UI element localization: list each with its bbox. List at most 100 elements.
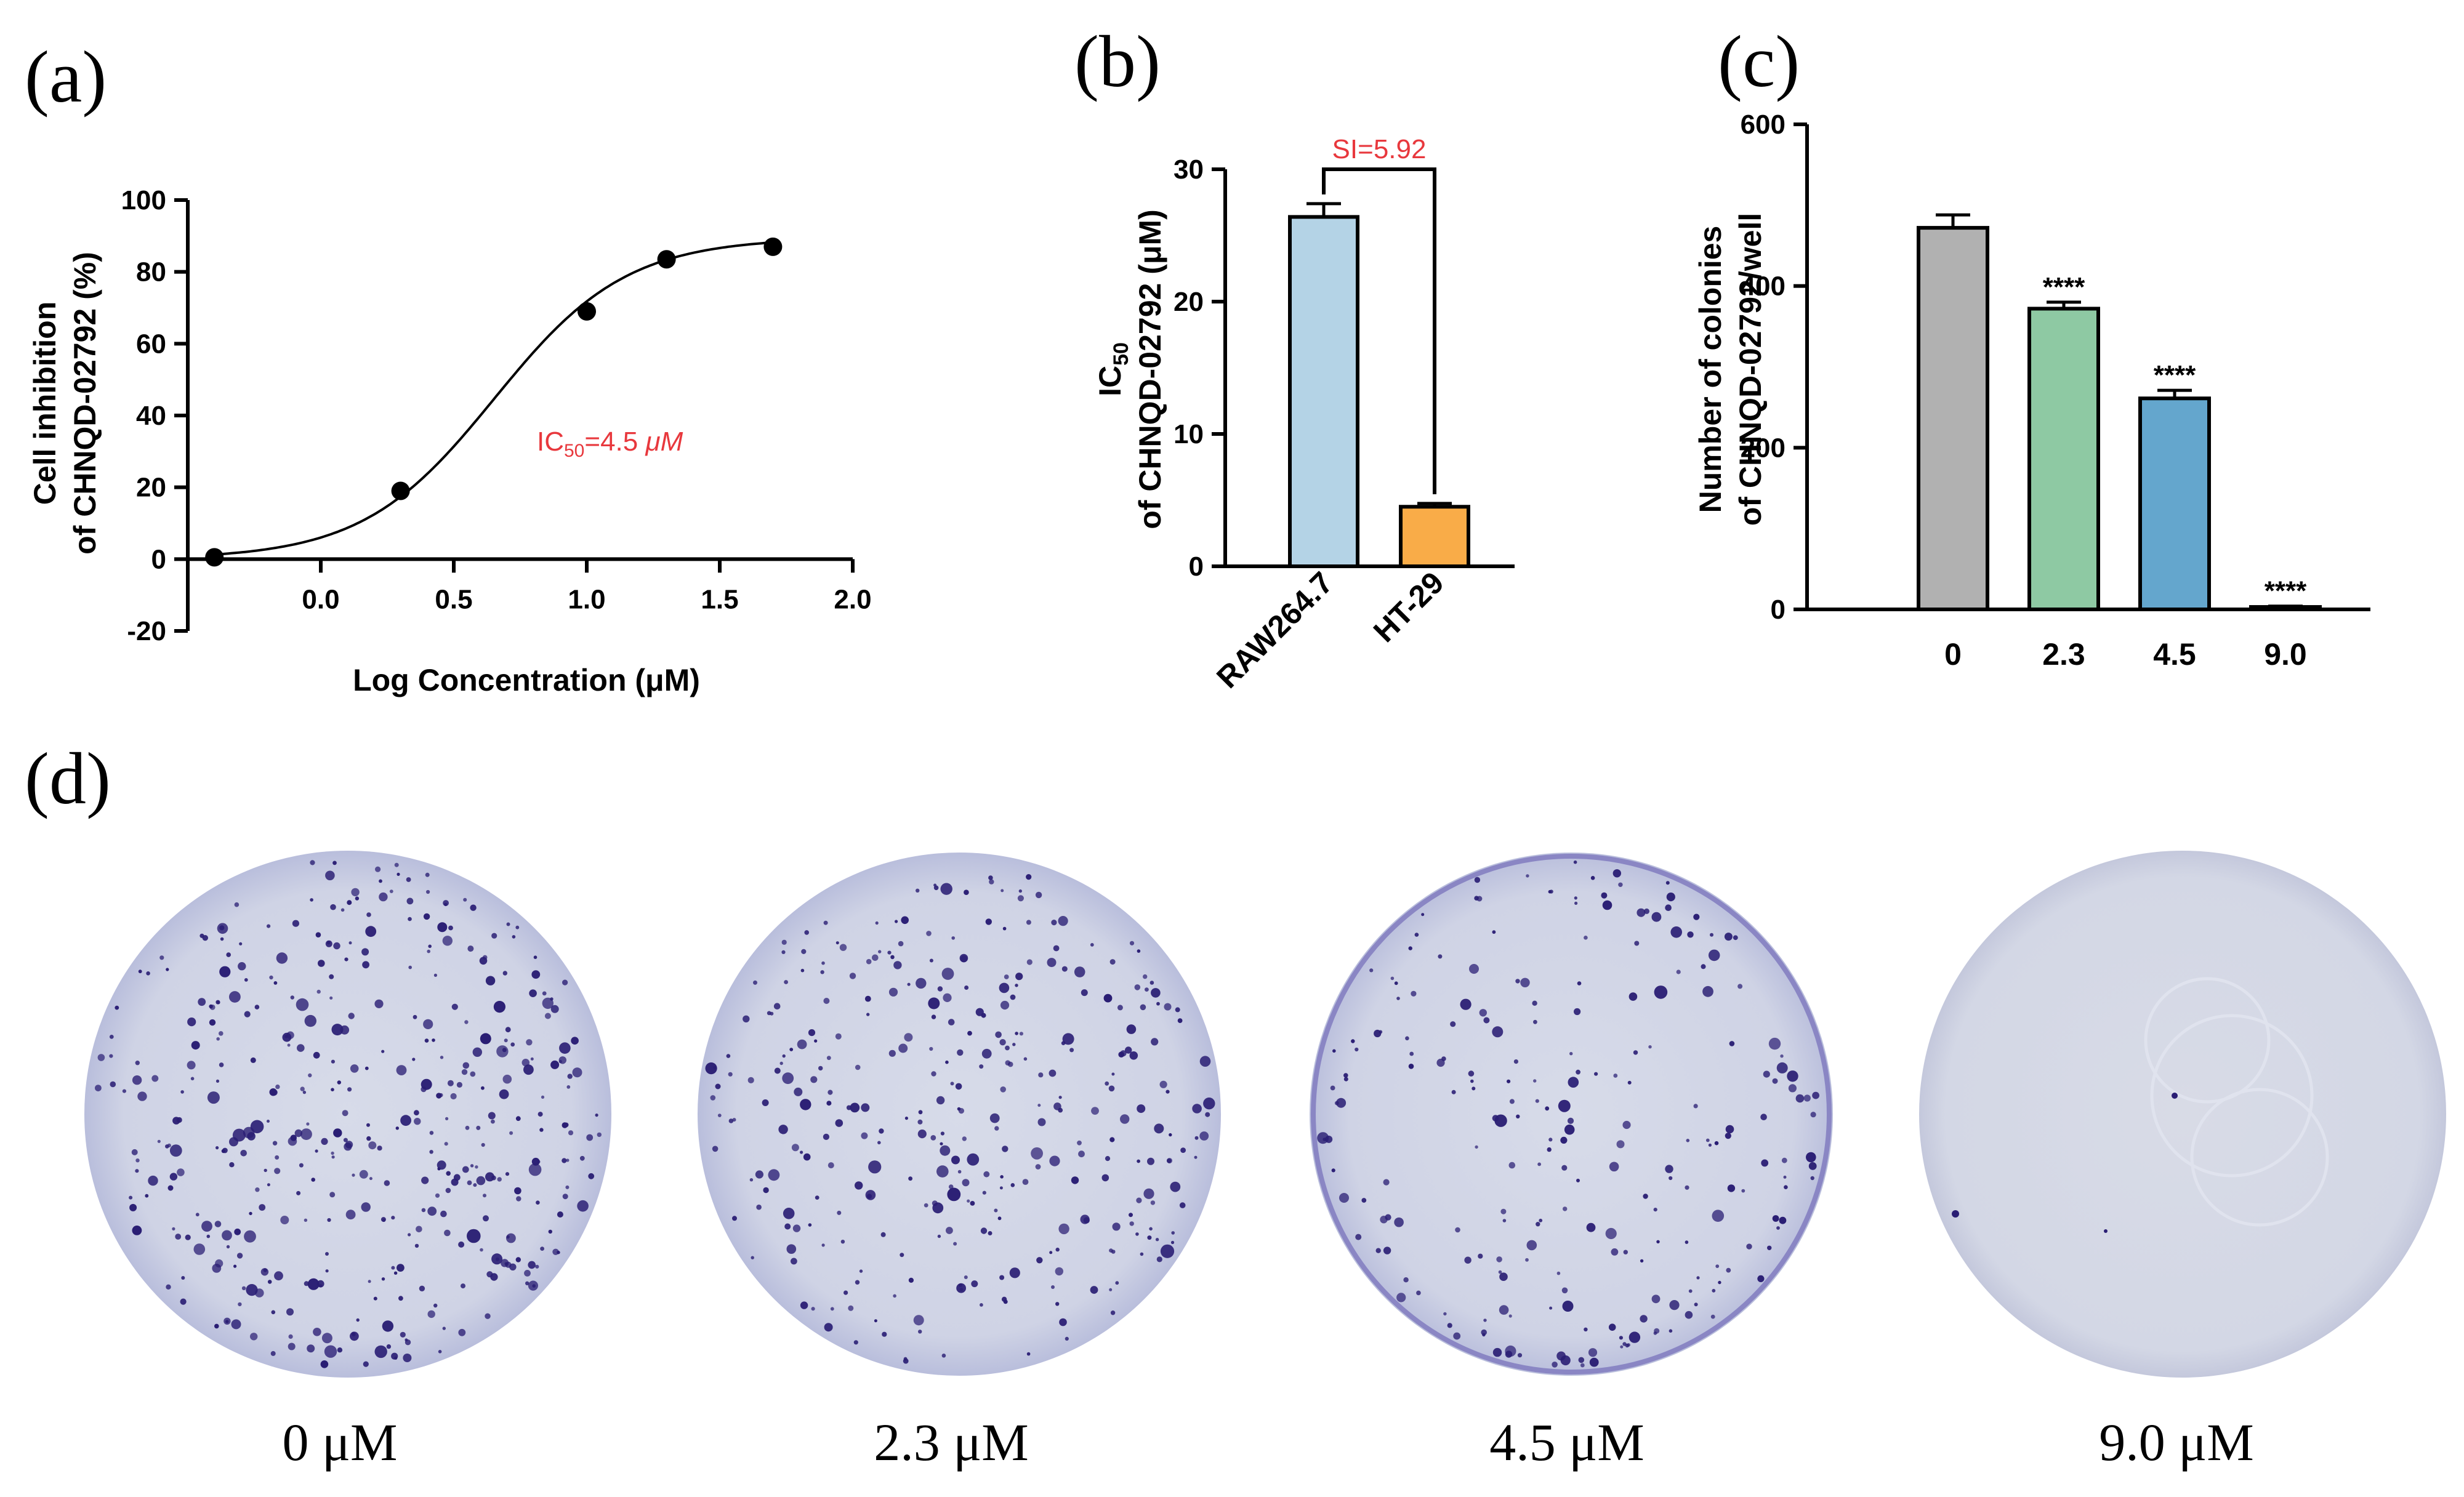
colony-dot bbox=[406, 897, 414, 905]
colony-dot bbox=[903, 1357, 908, 1361]
colony-dot bbox=[558, 1059, 562, 1064]
colony-dot bbox=[193, 1243, 206, 1255]
colony-dot bbox=[400, 1331, 406, 1338]
ic50-prefix: IC bbox=[537, 427, 564, 457]
colony-dot bbox=[1332, 1049, 1336, 1053]
colony-dot bbox=[381, 1050, 385, 1053]
colony-dot bbox=[875, 921, 879, 925]
colony-dot bbox=[1468, 1070, 1475, 1077]
colony-dot bbox=[464, 1020, 469, 1024]
colony-dot bbox=[786, 1244, 797, 1254]
colony-dot bbox=[1609, 1162, 1619, 1172]
colony-dot bbox=[830, 1307, 834, 1311]
colony-dot bbox=[791, 1144, 799, 1152]
colony-dot bbox=[1140, 1252, 1144, 1256]
colony-dot bbox=[1374, 1029, 1382, 1038]
colony-dot bbox=[1105, 1156, 1111, 1162]
panel-d-letter: (d) bbox=[25, 737, 111, 819]
colony-dot bbox=[515, 925, 520, 929]
colony-dot bbox=[379, 892, 388, 902]
colony-dot bbox=[962, 1136, 967, 1141]
colony-dot bbox=[808, 1029, 816, 1037]
colony-dot bbox=[1665, 1165, 1673, 1173]
colony-dot bbox=[1620, 1345, 1624, 1349]
colony-dot bbox=[1055, 1267, 1064, 1276]
colony-dot bbox=[1505, 1345, 1516, 1357]
colony-dot bbox=[226, 1245, 230, 1249]
colony-dot bbox=[1483, 1017, 1490, 1024]
colony-dot bbox=[238, 1302, 242, 1307]
colony-dot bbox=[1580, 1363, 1585, 1368]
colony-dot bbox=[255, 1187, 260, 1192]
colony-dot bbox=[1767, 1245, 1772, 1251]
colony-dot bbox=[516, 1196, 521, 1202]
colony-dot bbox=[215, 1079, 220, 1083]
colony-dot bbox=[172, 1227, 175, 1230]
colony-dot bbox=[826, 1101, 832, 1106]
colony-dot bbox=[326, 941, 331, 945]
colony-dot bbox=[1416, 1290, 1421, 1296]
panel-a-x-tick-label: 1.0 bbox=[568, 584, 605, 614]
colony-dot bbox=[1074, 966, 1085, 977]
colony-dot bbox=[393, 1271, 398, 1275]
panel-b-y-axis-label-line1: IC50 bbox=[1093, 342, 1133, 396]
colony-dot bbox=[901, 916, 909, 925]
colony-dot bbox=[557, 1211, 563, 1218]
colony-dot bbox=[980, 1227, 988, 1234]
colony-dot bbox=[1788, 1084, 1797, 1093]
panel-b-x-labels: RAW264.7 HT-29 bbox=[1210, 565, 1451, 695]
colony-dot bbox=[1637, 908, 1646, 917]
colony-dot bbox=[325, 1252, 329, 1256]
colony-dot bbox=[1952, 1210, 1959, 1218]
colony-dot bbox=[1409, 1051, 1414, 1056]
colony-dot bbox=[1787, 1070, 1798, 1082]
colony-dot bbox=[391, 1266, 395, 1270]
colony-dot bbox=[728, 1072, 733, 1077]
colony-dot bbox=[311, 1178, 315, 1182]
colony-dot bbox=[299, 1163, 304, 1168]
colony-dot bbox=[366, 912, 371, 917]
colony-dot bbox=[1081, 989, 1088, 997]
colony-dot bbox=[1702, 985, 1713, 997]
colony-dot bbox=[528, 1163, 542, 1176]
colony-dot bbox=[1090, 1286, 1098, 1294]
colony-dot bbox=[1547, 1147, 1552, 1152]
colony-dot bbox=[1725, 1133, 1731, 1139]
colony-dot bbox=[1533, 1019, 1537, 1024]
colony-dot bbox=[491, 1175, 496, 1181]
colony-dot bbox=[316, 989, 321, 994]
colony-dot bbox=[321, 1138, 328, 1145]
colony-dot bbox=[356, 1318, 360, 1322]
colony-dot bbox=[480, 1248, 483, 1252]
colony-dot bbox=[1140, 1004, 1146, 1011]
colony-dot bbox=[835, 941, 839, 945]
ic50-subscript: 50 bbox=[564, 441, 584, 461]
colony-dot bbox=[361, 1202, 371, 1212]
panel-a-y-tick-label: 20 bbox=[136, 473, 166, 503]
colony-dot bbox=[446, 1171, 451, 1176]
colony-dot bbox=[853, 1340, 858, 1345]
colony-dot bbox=[1622, 1120, 1631, 1130]
colony-dot bbox=[467, 1229, 481, 1243]
panel-a-data-point bbox=[205, 548, 224, 567]
colony-dot bbox=[1205, 1112, 1210, 1117]
colony-dot bbox=[937, 986, 943, 992]
colony-dot bbox=[437, 1160, 446, 1170]
colony-dot bbox=[1772, 1215, 1779, 1222]
colony-dot bbox=[577, 1200, 589, 1212]
colony-dot bbox=[421, 1176, 429, 1184]
colony-dot bbox=[437, 922, 448, 933]
colony-dot bbox=[1151, 988, 1161, 998]
colony-dot bbox=[959, 1283, 963, 1287]
colony-dot bbox=[1109, 1288, 1113, 1291]
colony-dot bbox=[1810, 1112, 1816, 1118]
colony-dot bbox=[1670, 926, 1682, 938]
colony-dot bbox=[157, 1139, 161, 1143]
colony-dot bbox=[414, 1110, 419, 1116]
colony-dot bbox=[756, 1204, 762, 1210]
colony-dot bbox=[595, 1114, 598, 1117]
colony-dot bbox=[345, 1210, 356, 1220]
colony-dot bbox=[821, 1243, 825, 1247]
colony-dot bbox=[967, 1030, 972, 1036]
colony-dot bbox=[1537, 1162, 1542, 1166]
